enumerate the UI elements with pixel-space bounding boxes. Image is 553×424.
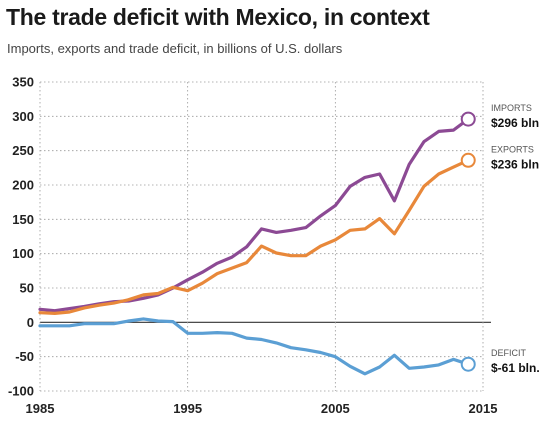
end-label-name: DEFICIT xyxy=(491,348,527,358)
series-line-exports xyxy=(38,158,470,315)
series-line-imports xyxy=(38,117,470,313)
end-label-name: IMPORTS xyxy=(491,103,532,113)
x-tick-label: 2015 xyxy=(469,401,498,416)
y-tick-label: 150 xyxy=(12,212,34,227)
x-tick-label: 1985 xyxy=(26,401,55,416)
y-tick-label: 100 xyxy=(12,246,34,261)
end-label-name: EXPORTS xyxy=(491,144,534,154)
grid-lines xyxy=(39,81,491,392)
end-marker-imports xyxy=(460,111,476,127)
y-tick-label: -50 xyxy=(15,349,34,364)
end-label-value: $236 bln xyxy=(491,157,539,171)
y-tick-label: 250 xyxy=(12,143,34,158)
x-tick-label: 1995 xyxy=(173,401,202,416)
end-label-value: $296 bln xyxy=(491,116,539,130)
x-tick-label: 2005 xyxy=(321,401,350,416)
chart-subtitle: Imports, exports and trade deficit, in b… xyxy=(7,41,343,56)
y-tick-label: 50 xyxy=(20,281,34,296)
end-label-value: $-61 bln. xyxy=(491,361,540,375)
y-tick-label: 0 xyxy=(27,315,34,330)
series-line-deficit xyxy=(38,317,470,376)
y-tick-label: 300 xyxy=(12,109,34,124)
end-labels: IMPORTS $296 bln EXPORTS $236 bln DEFICIT $-6… xyxy=(491,103,540,375)
y-tick-label: -100 xyxy=(8,384,34,399)
y-tick-label: 200 xyxy=(12,178,34,193)
series-lines xyxy=(38,111,476,376)
chart-title: The trade deficit with Mexico, in contex… xyxy=(6,4,430,30)
end-marker-deficit xyxy=(460,356,476,372)
y-tick-label: 350 xyxy=(12,75,34,90)
end-marker-exports xyxy=(460,152,476,168)
axis-ticks: 350 300 250 200 150 100 50 0 -50 -100 1985 1995 2005… xyxy=(8,75,497,417)
